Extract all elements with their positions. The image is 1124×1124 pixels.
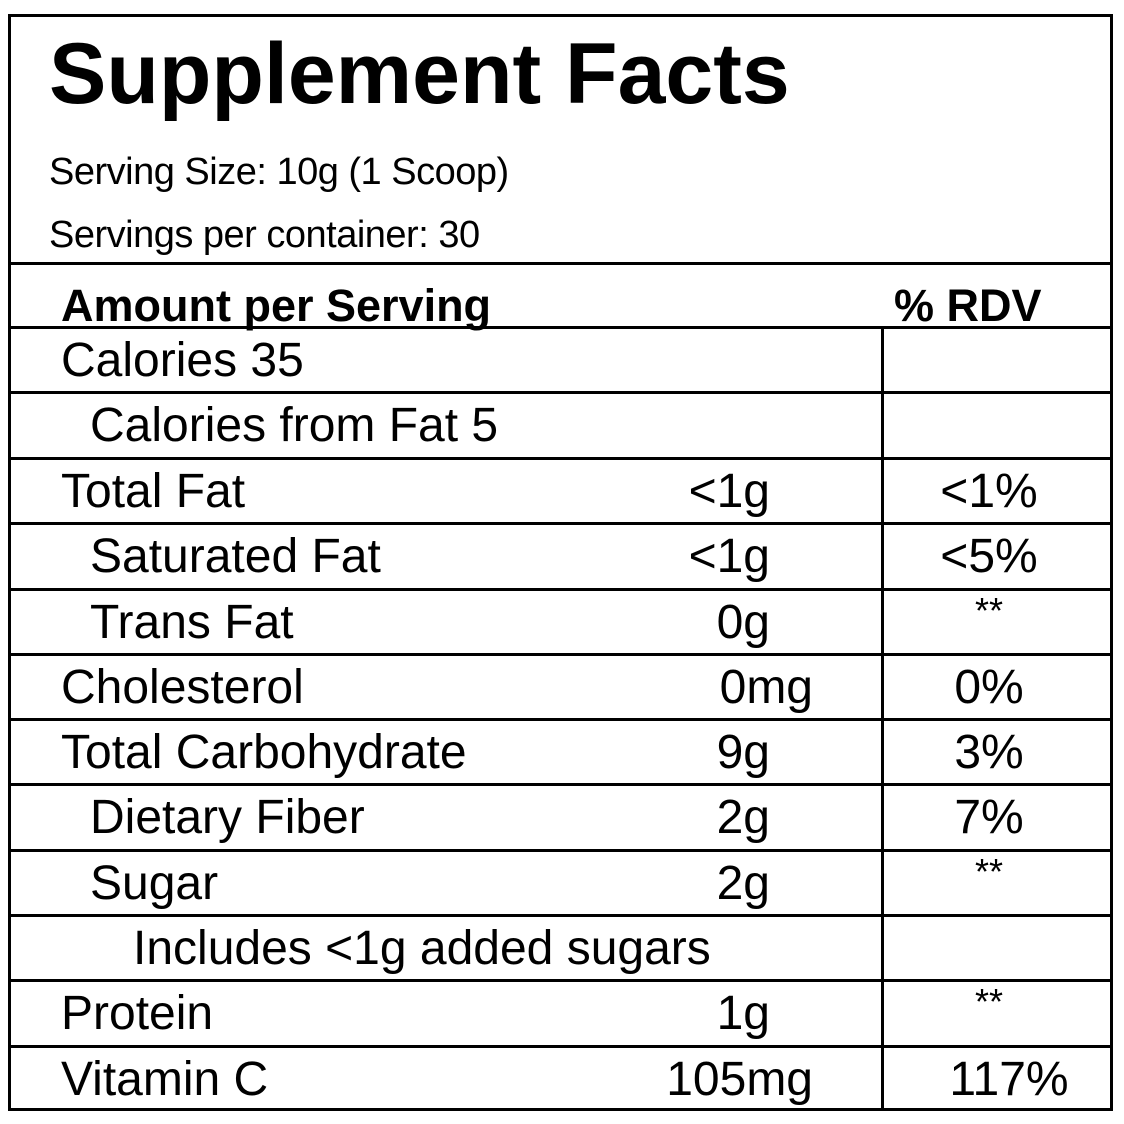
nutrient-row-calories-from-fat: Calories from Fat 5: [11, 394, 1110, 459]
nutrient-name: Sugar: [90, 857, 219, 910]
divider: [11, 457, 1110, 460]
nutrient-row-saturated-fat: Saturated Fat <1g <5%: [11, 525, 1110, 590]
divider: [11, 849, 1110, 852]
nutrient-rdv: <5%: [940, 530, 1038, 583]
serving-size: Serving Size: 10g (1 Scoop): [49, 151, 509, 193]
nutrient-name: Calories from Fat 5: [90, 399, 499, 452]
nutrient-name: Vitamin C: [61, 1053, 269, 1106]
nutrient-rdv: 3%: [954, 726, 1024, 779]
nutrient-name: Protein: [61, 987, 214, 1040]
nutrient-name: Dietary Fiber: [90, 791, 365, 844]
nutrient-amount: <1g: [688, 530, 770, 583]
supplement-facts-label: Supplement Facts Serving Size: 10g (1 Sc…: [8, 14, 1113, 1111]
nutrient-row-dietary-fiber: Dietary Fiber 2g 7%: [11, 786, 1110, 851]
nutrient-row-calories: Calories 35: [11, 329, 1110, 394]
nutrient-rdv: 117%: [949, 1053, 1069, 1106]
nutrient-amount: 0g: [716, 596, 770, 649]
nutrient-amount: <1g: [688, 465, 770, 518]
divider: [11, 326, 1110, 329]
divider: [11, 914, 1110, 917]
nutrient-row-added-sugars: Includes <1g added sugars: [11, 917, 1110, 982]
nutrient-rdv: **: [974, 851, 1004, 892]
divider: [11, 783, 1110, 786]
divider: [11, 262, 1110, 265]
label-title: Supplement Facts: [49, 26, 790, 122]
nutrient-row-sugar: Sugar 2g **: [11, 852, 1110, 917]
nutrient-name: Trans Fat: [90, 596, 294, 649]
divider: [11, 391, 1110, 394]
divider: [11, 653, 1110, 656]
nutrient-rdv: 0%: [954, 661, 1024, 714]
nutrient-amount: 9g: [716, 726, 770, 779]
nutrient-row-protein: Protein 1g **: [11, 982, 1110, 1047]
header-amount: Amount per Serving: [61, 280, 492, 331]
nutrient-name: Cholesterol: [61, 661, 304, 714]
divider: [11, 588, 1110, 591]
nutrient-name: Includes <1g added sugars: [133, 922, 711, 975]
servings-per-container: Servings per container: 30: [49, 214, 480, 256]
divider: [11, 979, 1110, 982]
header-rdv: % RDV: [894, 280, 1042, 331]
nutrient-name: Calories 35: [61, 334, 304, 387]
nutrient-rdv: **: [974, 981, 1004, 1022]
divider: [11, 1045, 1110, 1048]
divider: [11, 718, 1110, 721]
nutrient-name: Total Fat: [61, 465, 246, 518]
nutrient-row-total-fat: Total Fat <1g <1%: [11, 460, 1110, 525]
divider: [11, 522, 1110, 525]
nutrient-rdv: 7%: [954, 791, 1024, 844]
nutrient-amount: 2g: [716, 857, 770, 910]
nutrient-row-cholesterol: Cholesterol 0mg 0%: [11, 656, 1110, 721]
nutrient-row-vitamin-c: Vitamin C 105mg 117%: [11, 1048, 1110, 1113]
nutrient-name: Total Carbohydrate: [61, 726, 467, 779]
nutrient-row-total-carbohydrate: Total Carbohydrate 9g 3%: [11, 721, 1110, 786]
nutrient-rdv: **: [974, 590, 1004, 631]
nutrient-rdv: <1%: [940, 465, 1038, 518]
nutrient-amount: 0mg: [719, 661, 813, 714]
nutrient-amount: 2g: [716, 791, 770, 844]
nutrient-amount: 1g: [716, 987, 770, 1040]
nutrient-row-trans-fat: Trans Fat 0g **: [11, 591, 1110, 656]
nutrient-amount: 105mg: [666, 1053, 813, 1106]
nutrient-name: Saturated Fat: [90, 530, 381, 583]
